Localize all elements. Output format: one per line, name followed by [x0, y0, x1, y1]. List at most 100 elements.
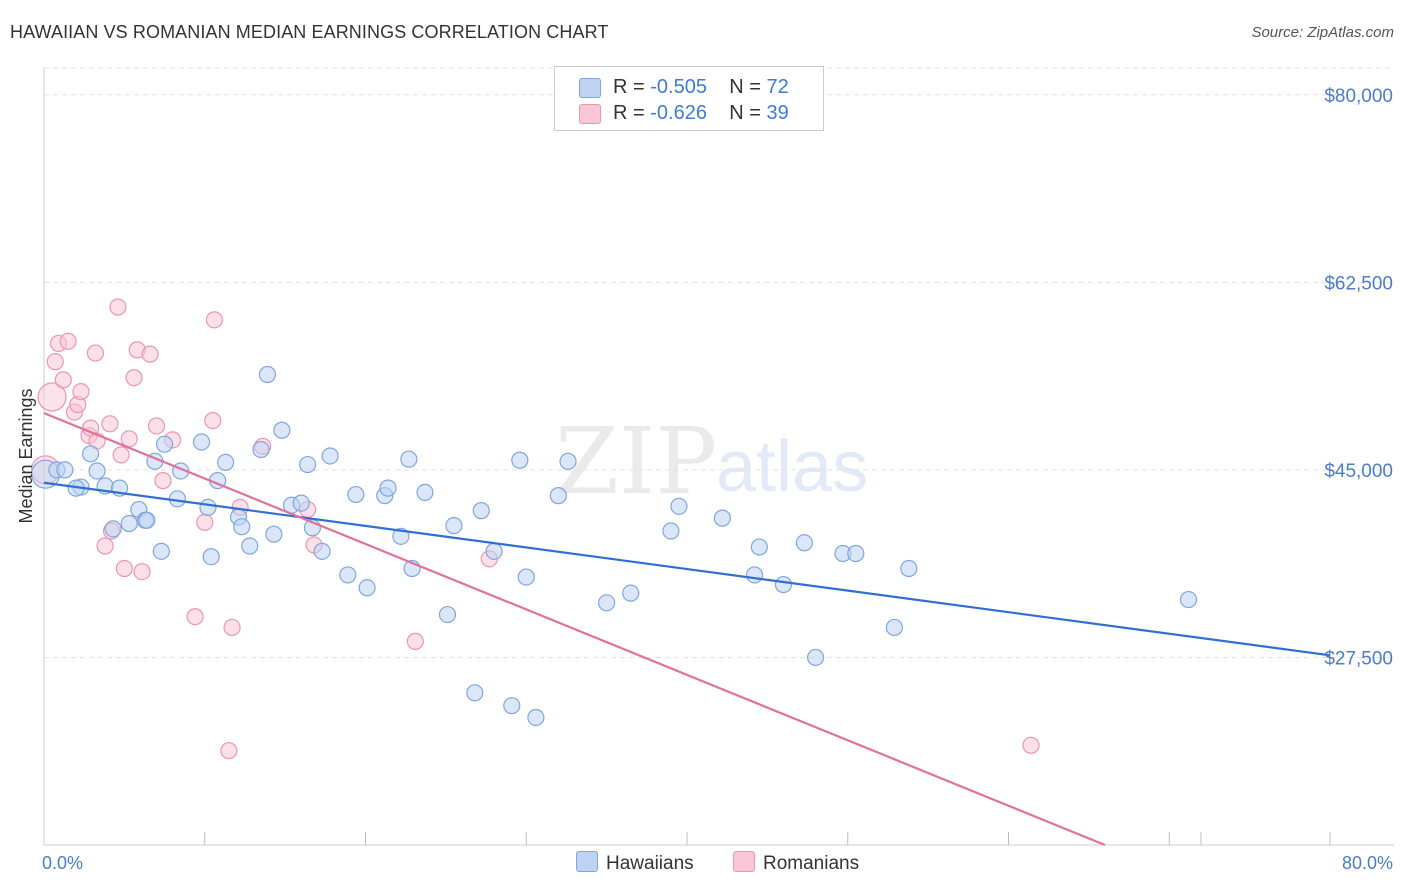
hawaiian-point [82, 445, 100, 463]
hawaiian-point [662, 522, 680, 540]
hawaiian-point [199, 498, 217, 517]
y-tick-label: $27,500 [1324, 648, 1393, 669]
hawaiian-point [152, 542, 170, 560]
hawaiian-point [217, 453, 235, 471]
hawaiian-point [900, 559, 918, 578]
hawaiian-point [347, 485, 365, 504]
hawaiian-point [120, 514, 138, 533]
y-axis-label: Median Earnings [16, 388, 36, 523]
hawaiian-point [202, 548, 220, 566]
romanian-point [125, 369, 143, 387]
romanian-point [96, 537, 114, 555]
hawaiian-point [670, 497, 688, 515]
y-tick-label: $45,000 [1324, 461, 1393, 482]
hawaiian-point [559, 452, 577, 470]
x-ticks [204, 832, 1331, 845]
hawaiian-point [292, 494, 310, 512]
legend-romanians-label: Romanians [763, 853, 860, 874]
romanian-point [223, 618, 241, 637]
x-tick-label-max: 80.0% [1342, 853, 1393, 873]
hawaiian-point [299, 455, 317, 474]
hawaiian-point [466, 684, 484, 702]
romanian-point [196, 513, 214, 532]
hawaiians-swatch [579, 78, 601, 98]
y-tick-labels: $80,000 $62,500 $45,000 $27,500 [1324, 86, 1393, 670]
hawaiian-point [485, 542, 503, 560]
romanian-point [141, 345, 159, 363]
romanian-point [101, 415, 119, 433]
hawaiian-point [745, 566, 764, 584]
hawaiians-trend-line [43, 481, 1331, 657]
legend-romanians-swatch [733, 851, 755, 872]
romanian-point [205, 311, 223, 329]
hawaiian-point [88, 462, 106, 480]
hawaiian-point [321, 447, 339, 465]
hawaiian-point [416, 483, 434, 502]
hawaiian-point [511, 451, 529, 469]
hawaiian-point [273, 421, 291, 439]
hawaiian-point [1179, 590, 1198, 609]
hawaiian-point [527, 708, 545, 727]
romanian-point [1022, 736, 1040, 754]
legend-hawaiians: Hawaiians [576, 851, 694, 875]
source-label: Source: ZipAtlas.com [1251, 24, 1394, 41]
hawaiian-point [138, 511, 156, 529]
hawaiian-point [233, 518, 251, 536]
hawaiian-point [472, 502, 490, 520]
hawaiian-point [313, 542, 331, 560]
romanian-point [115, 559, 133, 578]
legend-text-romanians: R = -0.626 N = 39 [613, 102, 789, 124]
trend-lines [43, 412, 1331, 847]
hawaiian-point [400, 450, 418, 468]
hawaiian-point [806, 648, 825, 667]
romanian-point [154, 472, 172, 490]
hawaiian-point [241, 537, 259, 555]
romanian-point [72, 383, 90, 401]
hawaiian-point [252, 440, 270, 459]
romanian-point [186, 608, 204, 626]
hawaiian-point [339, 566, 357, 584]
romanian-point [54, 371, 72, 389]
hawaiian-point [885, 618, 903, 637]
legend-hawaiians-label: Hawaiians [606, 853, 694, 874]
hawaiian-point [445, 517, 463, 535]
romanians-swatch [579, 104, 601, 124]
romanian-point [112, 446, 130, 464]
hawaiian-point [155, 435, 174, 453]
hawaiians-points [31, 365, 1198, 727]
watermark-zip: ZIP [555, 408, 717, 515]
hawaiian-point [379, 479, 397, 497]
romanian-point [86, 344, 105, 362]
hawaiian-point [392, 527, 410, 545]
hawaiian-point [258, 365, 277, 384]
hawaiian-point [438, 605, 457, 624]
romanian-point [204, 411, 222, 430]
romanian-point [147, 417, 166, 435]
hawaiian-point [713, 509, 731, 527]
hawaiian-point [750, 538, 768, 556]
hawaiian-point [265, 525, 283, 543]
romanian-point [406, 632, 424, 650]
romanian-point [220, 742, 238, 760]
romanians-points [31, 298, 1040, 760]
chart-title: HAWAIIAN VS ROMANIAN MEDIAN EARNINGS COR… [10, 22, 609, 42]
hawaiian-point [847, 544, 865, 563]
hawaiian-point [104, 520, 122, 538]
romanian-point [59, 332, 77, 350]
hawaiian-point [549, 487, 568, 505]
romanian-point [133, 563, 151, 581]
legend-hawaiians-swatch [576, 851, 598, 872]
hawaiian-point [795, 534, 813, 552]
y-tick-label: $62,500 [1324, 273, 1393, 294]
legend-romanians: Romanians [733, 851, 859, 875]
x-tick-label-min: 0.0% [42, 853, 83, 873]
hawaiian-point [56, 461, 74, 479]
hawaiian-point [503, 697, 521, 715]
romanian-point [46, 353, 64, 371]
watermark-atlas: atlas [716, 427, 868, 507]
hawaiian-point [192, 433, 211, 451]
romanians-trend-line [43, 412, 1106, 847]
hawaiian-point [598, 594, 616, 612]
hawaiian-point [622, 584, 640, 602]
